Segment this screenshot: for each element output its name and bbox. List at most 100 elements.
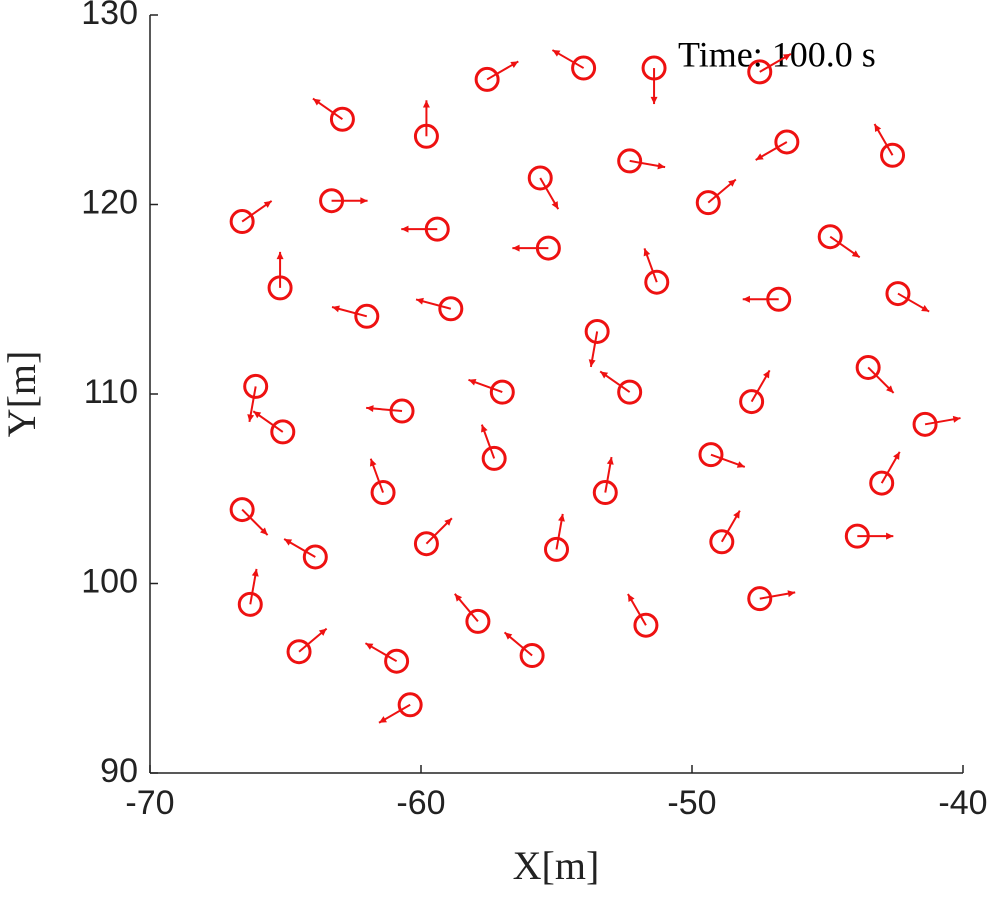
agent-point bbox=[633, 612, 659, 638]
arrow-part bbox=[952, 415, 961, 423]
agent-point bbox=[584, 318, 610, 344]
heading-arrow bbox=[422, 100, 430, 137]
arrow-part bbox=[360, 197, 368, 205]
y-tick-label: 110 bbox=[84, 373, 138, 411]
arrow-part bbox=[763, 370, 770, 379]
agent-point bbox=[302, 544, 328, 570]
agent-point bbox=[774, 129, 800, 155]
agent-point bbox=[869, 470, 895, 496]
heading-arrow bbox=[298, 627, 328, 653]
arrow-part bbox=[468, 378, 477, 386]
heading-arrow bbox=[247, 386, 257, 423]
agent-point bbox=[885, 281, 911, 307]
agent-point bbox=[270, 419, 296, 445]
arrow-part bbox=[650, 96, 658, 105]
agent-point bbox=[389, 398, 415, 424]
agent-point bbox=[286, 639, 312, 665]
heading-arrow bbox=[252, 410, 284, 433]
agent-point bbox=[413, 531, 439, 557]
heading-arrow bbox=[857, 532, 894, 540]
arrow-part bbox=[263, 200, 272, 208]
arrow-part bbox=[332, 305, 340, 313]
arrow-part bbox=[851, 250, 860, 258]
heading-arrow bbox=[454, 593, 479, 623]
heading-arrow bbox=[880, 451, 901, 484]
arrow-part bbox=[657, 162, 666, 170]
heading-arrow bbox=[364, 642, 398, 663]
arrow-part bbox=[318, 628, 327, 636]
arrow-part bbox=[247, 414, 255, 422]
heading-arrow bbox=[503, 631, 533, 657]
x-tick-label: -60 bbox=[396, 784, 445, 822]
agent-point bbox=[617, 148, 643, 174]
arrow-part bbox=[512, 244, 520, 252]
arrow-part bbox=[755, 153, 764, 160]
agent-point bbox=[544, 536, 569, 562]
heading-arrow bbox=[650, 68, 658, 105]
agent-point bbox=[766, 286, 792, 312]
arrow-part bbox=[365, 643, 374, 650]
heading-arrow bbox=[897, 292, 930, 313]
agent-point bbox=[474, 66, 500, 92]
arrow-part bbox=[588, 359, 596, 367]
agent-point bbox=[329, 106, 355, 132]
arrow-part bbox=[454, 593, 463, 602]
arrow-part bbox=[422, 100, 430, 108]
heading-arrow bbox=[378, 703, 411, 724]
agent-point bbox=[465, 608, 491, 634]
heading-arrow bbox=[512, 244, 549, 252]
y-tick-label: 100 bbox=[81, 562, 138, 600]
heading-arrow bbox=[480, 424, 496, 459]
heading-arrow bbox=[468, 378, 503, 394]
agent-point bbox=[424, 216, 450, 242]
agent-point bbox=[571, 55, 597, 81]
heading-arrow bbox=[604, 456, 614, 493]
heading-arrow bbox=[241, 200, 273, 223]
agent-point bbox=[319, 188, 345, 214]
arrow-part bbox=[728, 179, 736, 187]
heading-arrow bbox=[629, 159, 666, 170]
heading-arrow bbox=[873, 123, 894, 156]
y-tick-label: 90 bbox=[100, 752, 138, 790]
heading-arrow bbox=[759, 52, 792, 73]
heading-arrow bbox=[283, 538, 316, 558]
heading-arrow bbox=[369, 458, 384, 493]
heading-arrow bbox=[750, 369, 771, 403]
heading-arrow bbox=[401, 225, 438, 233]
heading-arrow bbox=[588, 331, 599, 368]
arrow-part bbox=[627, 594, 635, 602]
arrow-part bbox=[742, 295, 750, 303]
arrow-part bbox=[643, 248, 651, 257]
heading-arrow bbox=[924, 415, 961, 426]
agent-point bbox=[747, 586, 773, 612]
y-tick-label: 120 bbox=[81, 183, 138, 221]
agent-point bbox=[880, 142, 906, 168]
arrow-part bbox=[276, 251, 284, 260]
arrow-part bbox=[893, 451, 900, 460]
agent-point bbox=[229, 497, 255, 523]
arrow-part bbox=[481, 424, 488, 433]
x-tick-label: -70 bbox=[125, 784, 174, 822]
agent-point bbox=[695, 190, 721, 216]
heading-arrow bbox=[331, 197, 368, 205]
heading-arrow bbox=[720, 510, 741, 543]
arrow-part bbox=[444, 518, 452, 526]
arrow-part bbox=[369, 458, 377, 467]
agent-point bbox=[438, 296, 464, 322]
heading-arrow bbox=[366, 405, 403, 413]
arrow-part bbox=[504, 632, 513, 640]
arrow-part bbox=[253, 411, 262, 419]
heading-arrow bbox=[276, 251, 284, 288]
agent-point bbox=[370, 480, 396, 506]
arrow-part bbox=[251, 568, 259, 577]
arrow-part bbox=[733, 510, 740, 519]
agent-point bbox=[698, 442, 724, 468]
annotation: Time: 100.0 s bbox=[678, 34, 876, 74]
arrow-part bbox=[606, 457, 614, 465]
heading-arrow bbox=[759, 590, 796, 600]
arrow-part bbox=[874, 124, 882, 133]
heading-arrow bbox=[555, 513, 565, 550]
arrow-part bbox=[558, 513, 565, 522]
heading-arrow bbox=[627, 593, 647, 626]
